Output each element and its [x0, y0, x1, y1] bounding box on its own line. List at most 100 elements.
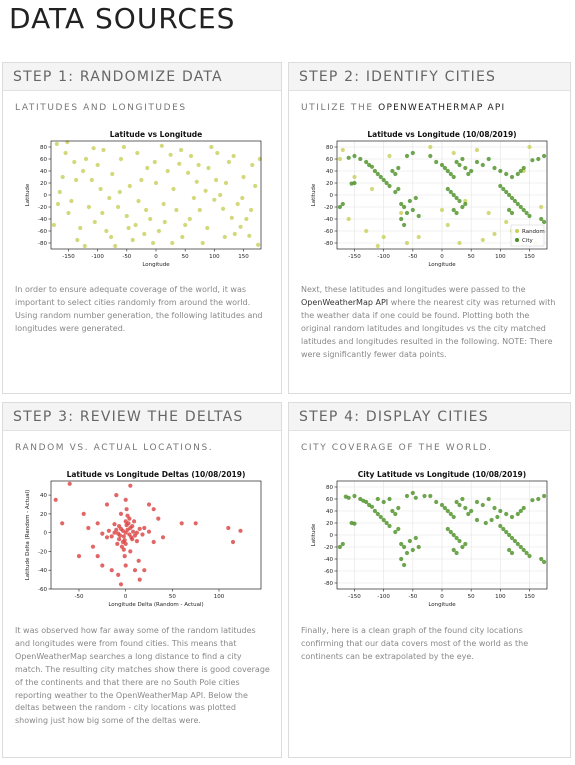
data-point [230, 216, 234, 220]
data-point [87, 205, 91, 209]
y-axis-label: Latitude [25, 183, 31, 206]
chart-random-vs-city: Latitude vs Longitude (10/08/2019) -150 -1… [297, 127, 557, 275]
data-point [145, 166, 149, 170]
chart-svg: Latitude vs Longitude (10/08/2019) -150 -1… [297, 127, 557, 275]
y-tick-label: 40 [40, 493, 47, 499]
data-point [54, 498, 58, 502]
data-point [504, 172, 508, 176]
data-point [238, 529, 242, 533]
data-point [352, 154, 356, 158]
data-point [84, 157, 88, 161]
data-point [112, 531, 116, 535]
x-tick-label: 150 [238, 254, 249, 260]
y-tick-label: 80 [326, 485, 333, 491]
data-point [417, 545, 421, 549]
chart-title: Latitude vs Longitude (10/08/2019) [367, 130, 516, 139]
data-point [114, 493, 118, 497]
y-tick-label: -60 [324, 569, 333, 575]
data-point [495, 515, 499, 519]
data-point [463, 202, 467, 206]
data-point [86, 526, 90, 530]
data-point [204, 189, 208, 193]
legend-marker [515, 238, 519, 242]
data-point [527, 554, 531, 558]
data-point [402, 205, 406, 209]
y-tick-label: 60 [40, 157, 47, 163]
data-point [504, 220, 508, 224]
data-point [118, 190, 122, 194]
y-axis-label: Latitude [311, 183, 317, 206]
data-point [117, 524, 121, 528]
data-point [128, 549, 132, 553]
x-tick-label: 150 [524, 594, 535, 600]
data-point [417, 214, 421, 218]
data-point [107, 196, 111, 200]
data-point [142, 568, 146, 572]
data-point [516, 172, 520, 176]
data-point [186, 171, 190, 175]
data-point [124, 498, 128, 502]
data-point [152, 540, 156, 544]
x-tick-label: -50 [75, 594, 84, 600]
data-point [507, 208, 511, 212]
data-point [414, 496, 418, 500]
data-point [113, 244, 117, 248]
data-point [244, 217, 248, 221]
data-point [358, 157, 362, 161]
data-point [124, 563, 128, 567]
data-point [405, 154, 409, 158]
x-tick-label: -100 [377, 254, 390, 260]
chart-title: Latitude vs Longitude [110, 130, 203, 139]
y-axis-label: Latitude Delta (Random - Actual) [25, 490, 31, 581]
data-point [116, 532, 120, 536]
data-point [376, 497, 380, 501]
data-point [492, 232, 496, 236]
data-point [154, 181, 158, 185]
card-header: STEP 4: DISPLAY CITIES [289, 403, 570, 431]
data-point [130, 524, 134, 528]
data-point [198, 208, 202, 212]
x-tick-label: 100 [495, 254, 506, 260]
data-point [128, 484, 132, 488]
data-point [452, 175, 456, 179]
chart-title: City Latitude vs Longitude (10/08/2019) [358, 470, 526, 479]
data-point [446, 223, 450, 227]
data-point [78, 226, 82, 230]
data-point [393, 172, 397, 176]
data-point [411, 491, 415, 495]
y-tick-label: -40 [38, 568, 47, 574]
series-0 [52, 140, 262, 248]
x-tick-label: -50 [408, 254, 417, 260]
data-point [393, 190, 397, 194]
data-point [135, 539, 139, 543]
data-point [125, 514, 129, 518]
data-point [100, 211, 104, 215]
data-point [134, 223, 138, 227]
x-tick-label: -150 [348, 254, 361, 260]
data-point [52, 223, 56, 227]
x-tick-label: 50 [468, 254, 475, 260]
data-point [138, 527, 142, 531]
data-point [69, 199, 73, 203]
data-point [125, 214, 129, 218]
data-point [498, 509, 502, 513]
data-point [100, 532, 104, 536]
data-point [364, 229, 368, 233]
data-point [536, 497, 540, 501]
chart-city-coverage: City Latitude vs Longitude (10/08/2019) -… [297, 467, 557, 615]
y-tick-label: 80 [40, 145, 47, 151]
chart-svg: City Latitude vs Longitude (10/08/2019) -… [297, 467, 557, 615]
data-point [55, 142, 59, 146]
data-point [188, 217, 192, 221]
y-tick-label: 60 [326, 157, 333, 163]
data-point [530, 158, 534, 162]
data-point [539, 205, 543, 209]
data-point [233, 232, 237, 236]
data-point [347, 156, 351, 160]
y-tick-label: -40 [38, 217, 47, 223]
legend-marker [515, 229, 519, 233]
page-title: DATA SOURCES [9, 2, 235, 35]
data-point [446, 527, 450, 531]
data-point [135, 531, 139, 535]
data-point [490, 518, 494, 522]
